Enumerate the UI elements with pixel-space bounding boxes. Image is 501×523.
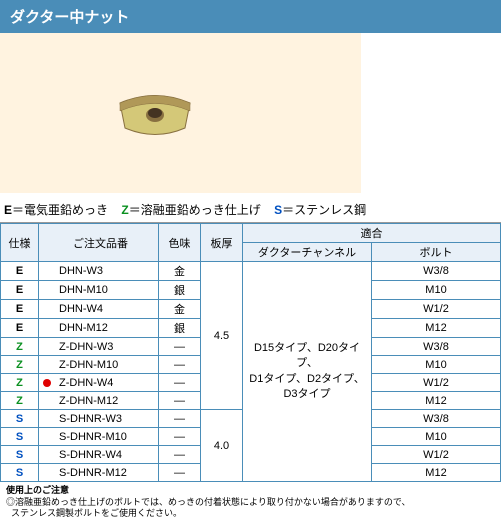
cell-color: ― <box>159 374 201 392</box>
th-compat: 適合 <box>243 224 501 243</box>
legend-z-key: Z <box>121 203 128 217</box>
cell-part: S-DHNR-W4 <box>39 446 159 464</box>
cell-bolt: M12 <box>372 392 501 410</box>
legend-z-text: ＝溶融亜鉛めっき仕上げ <box>129 203 261 217</box>
dim-height-label: 32 <box>467 105 479 117</box>
legend-s-text: ＝ステンレス鋼 <box>282 203 366 217</box>
cell-color: ― <box>159 356 201 374</box>
cell-part: DHN-M12 <box>39 319 159 338</box>
cell-spec: S <box>1 410 39 428</box>
spec-table: 仕様 ご注文品番 色味 板厚 適合 ダクターチャンネル ボルト EDHN-W3金… <box>0 223 501 482</box>
cell-channel: D15タイプ、D20タイプ、D1タイプ、D2タイプ、D3タイプ <box>243 262 372 482</box>
cell-thick-s: 4.0 <box>201 410 243 482</box>
legend-e-text: ＝電気亜鉛めっき <box>12 203 108 217</box>
cell-color: ― <box>159 464 201 482</box>
cell-part: Z-DHN-W4 <box>39 374 159 392</box>
cell-color: 銀 <box>159 319 201 338</box>
cell-bolt: W3/8 <box>372 338 501 356</box>
cell-color: 金 <box>159 300 201 319</box>
dimension-drawing: 34 32 <box>381 58 481 191</box>
usage-notes: 使用上のご注意 ◎溶融亜鉛めっき仕上げのボルトでは、めっきの付着状態により取り付… <box>0 482 501 523</box>
cell-color: ― <box>159 410 201 428</box>
notes-line2: ステンレス鋼製ボルトをご使用ください。 <box>11 508 182 518</box>
th-color: 色味 <box>159 224 201 262</box>
cell-spec: S <box>1 464 39 482</box>
cell-part: Z-DHN-W3 <box>39 338 159 356</box>
cell-spec: Z <box>1 338 39 356</box>
cell-thick-ez: 4.5 <box>201 262 243 410</box>
cell-bolt: W1/2 <box>372 374 501 392</box>
cell-bolt: M10 <box>372 428 501 446</box>
cell-part: Z-DHN-M12 <box>39 392 159 410</box>
cell-part: DHN-W3 <box>39 262 159 281</box>
cell-spec: Z <box>1 374 39 392</box>
th-bolt: ボルト <box>372 243 501 262</box>
page-title: ダクター中ナット <box>0 0 501 33</box>
cell-bolt: M12 <box>372 319 501 338</box>
cell-spec: E <box>1 281 39 300</box>
cell-spec: E <box>1 262 39 281</box>
th-spec: 仕様 <box>1 224 39 262</box>
cell-bolt: M12 <box>372 464 501 482</box>
notes-line1: ◎溶融亜鉛めっき仕上げのボルトでは、めっきの付着状態により取り付かない場合があり… <box>6 497 410 507</box>
th-thick: 板厚 <box>201 224 243 262</box>
cell-color: ― <box>159 446 201 464</box>
cell-color: 金 <box>159 262 201 281</box>
cell-spec: S <box>1 428 39 446</box>
cell-color: 銀 <box>159 281 201 300</box>
cell-bolt: M10 <box>372 281 501 300</box>
legend-s-key: S <box>274 203 282 217</box>
cell-bolt: M10 <box>372 356 501 374</box>
cell-part: S-DHNR-M10 <box>39 428 159 446</box>
cell-bolt: W3/8 <box>372 262 501 281</box>
cell-spec: E <box>1 300 39 319</box>
table-row: EDHN-W3金4.5D15タイプ、D20タイプ、D1タイプ、D2タイプ、D3タ… <box>1 262 501 281</box>
cell-spec: E <box>1 319 39 338</box>
cell-spec: Z <box>1 356 39 374</box>
cell-part: DHN-W4 <box>39 300 159 319</box>
cell-color: ― <box>159 428 201 446</box>
cell-part: S-DHNR-W3 <box>39 410 159 428</box>
product-image <box>100 73 210 156</box>
cell-bolt: W1/2 <box>372 300 501 319</box>
dim-width-label: 34 <box>422 61 434 73</box>
legend-e-key: E <box>4 203 12 217</box>
highlight-dot-icon <box>43 379 51 387</box>
illustration-area: 34 32 <box>0 33 501 193</box>
cell-spec: Z <box>1 392 39 410</box>
notes-title: 使用上のご注意 <box>6 485 69 495</box>
cell-part: DHN-M10 <box>39 281 159 300</box>
cell-color: ― <box>159 338 201 356</box>
cell-part: Z-DHN-M10 <box>39 356 159 374</box>
th-part: ご注文品番 <box>39 224 159 262</box>
legend-row: E＝電気亜鉛めっき Z＝溶融亜鉛めっき仕上げ S＝ステンレス鋼 <box>0 193 501 223</box>
cell-color: ― <box>159 392 201 410</box>
cell-part: S-DHNR-M12 <box>39 464 159 482</box>
cell-spec: S <box>1 446 39 464</box>
th-channel: ダクターチャンネル <box>243 243 372 262</box>
cell-bolt: W3/8 <box>372 410 501 428</box>
cell-bolt: W1/2 <box>372 446 501 464</box>
